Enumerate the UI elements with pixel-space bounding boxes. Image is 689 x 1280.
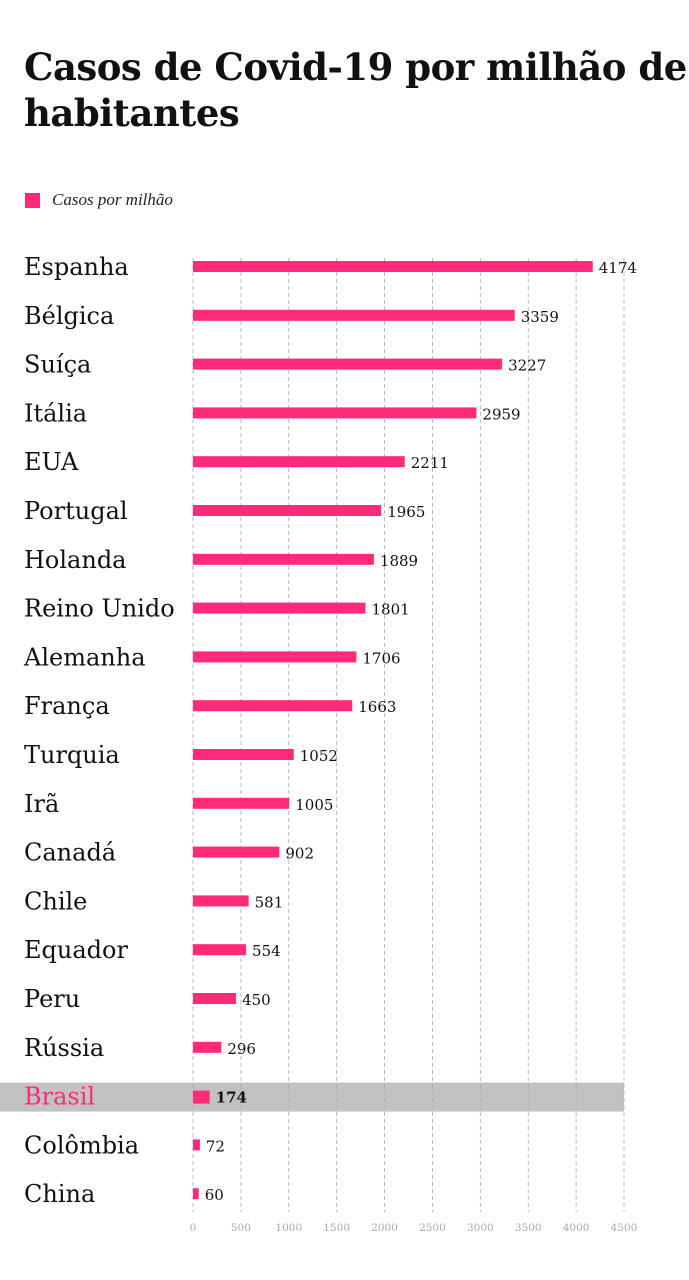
bar bbox=[193, 797, 290, 809]
category-label: Peru bbox=[24, 985, 80, 1013]
category-label: Brasil bbox=[24, 1083, 95, 1111]
value-label: 450 bbox=[242, 991, 271, 1009]
bar bbox=[193, 407, 477, 419]
value-label: 2959 bbox=[482, 405, 520, 423]
category-label: Holanda bbox=[24, 546, 127, 574]
value-label: 296 bbox=[227, 1040, 256, 1058]
x-tick-label: 2500 bbox=[419, 1222, 446, 1234]
value-label: 1965 bbox=[387, 503, 425, 521]
value-label: 902 bbox=[285, 845, 314, 863]
value-label: 1801 bbox=[371, 601, 409, 619]
x-tick-label: 500 bbox=[231, 1222, 251, 1234]
bar bbox=[193, 456, 405, 468]
x-tick-label: 4000 bbox=[563, 1222, 590, 1234]
chart-title: Casos de Covid-19 por milhão de habitant… bbox=[24, 45, 687, 135]
category-label: Canadá bbox=[24, 839, 116, 867]
value-label: 60 bbox=[205, 1186, 224, 1204]
category-label: Reino Unido bbox=[24, 595, 175, 623]
category-label: Chile bbox=[24, 887, 87, 915]
category-label: Suíça bbox=[24, 351, 91, 379]
value-label: 2211 bbox=[411, 454, 449, 472]
bar bbox=[193, 602, 366, 614]
highlight-band bbox=[0, 1082, 624, 1112]
legend-swatch bbox=[25, 192, 40, 208]
value-label: 72 bbox=[206, 1137, 225, 1155]
legend-label: Casos por milhão bbox=[52, 190, 173, 209]
value-label: 1889 bbox=[380, 552, 418, 570]
value-label: 1706 bbox=[362, 649, 400, 667]
bar bbox=[193, 505, 382, 516]
category-label: Colômbia bbox=[24, 1131, 139, 1159]
value-label: 1005 bbox=[295, 796, 333, 814]
value-label: 174 bbox=[216, 1089, 247, 1107]
bar bbox=[193, 1139, 200, 1151]
x-tick-label: 1500 bbox=[323, 1222, 350, 1234]
category-label: EUA bbox=[24, 448, 79, 476]
value-label: 3359 bbox=[521, 308, 559, 326]
value-label: 4174 bbox=[599, 259, 637, 277]
category-label: Bélgica bbox=[24, 302, 114, 330]
category-label: Turquia bbox=[24, 741, 120, 769]
category-label: Irã bbox=[24, 790, 59, 818]
bar bbox=[193, 895, 249, 907]
bar bbox=[193, 749, 294, 760]
bar bbox=[193, 1188, 199, 1200]
value-label: 1052 bbox=[300, 747, 338, 765]
category-label: Espanha bbox=[24, 253, 129, 281]
category-label: Rússia bbox=[24, 1034, 104, 1062]
bar bbox=[193, 261, 593, 272]
x-tick-label: 3500 bbox=[515, 1222, 542, 1234]
x-tick-label: 1000 bbox=[275, 1222, 302, 1234]
bar bbox=[193, 553, 374, 565]
x-tick-label: 3000 bbox=[467, 1222, 494, 1234]
x-tick-label: 4500 bbox=[611, 1222, 638, 1234]
category-label: Portugal bbox=[24, 497, 128, 525]
bar bbox=[193, 700, 353, 712]
category-label: França bbox=[24, 692, 110, 720]
bar bbox=[193, 651, 357, 663]
bar bbox=[193, 358, 503, 370]
bar bbox=[193, 309, 515, 321]
value-label: 1663 bbox=[358, 698, 396, 716]
bar bbox=[193, 846, 280, 858]
bar bbox=[193, 944, 247, 956]
value-label: 581 bbox=[255, 893, 284, 911]
legend: Casos por milhão bbox=[25, 190, 173, 210]
value-label: 3227 bbox=[508, 357, 546, 375]
x-tick-label: 2000 bbox=[371, 1222, 398, 1234]
category-label: Alemanha bbox=[23, 643, 146, 671]
value-label: 554 bbox=[252, 942, 281, 960]
category-label: Itália bbox=[24, 399, 87, 427]
category-label: China bbox=[24, 1180, 95, 1208]
bar bbox=[193, 993, 237, 1004]
bar bbox=[193, 1041, 222, 1053]
category-label: Equador bbox=[24, 936, 128, 964]
x-tick-label: 0 bbox=[190, 1222, 197, 1234]
bar bbox=[193, 1090, 210, 1104]
